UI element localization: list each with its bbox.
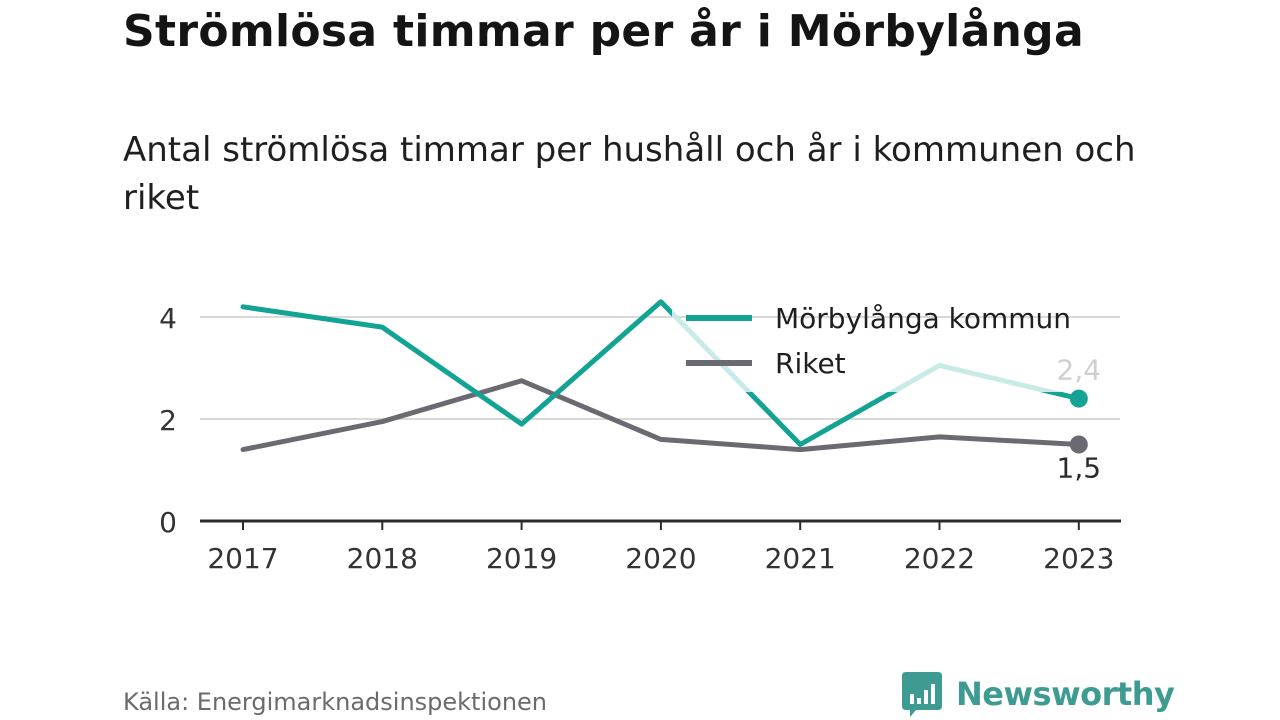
y-tick-label: 4 — [159, 302, 177, 335]
legend-label-riket: Riket — [775, 347, 846, 380]
y-tick-label: 2 — [159, 404, 177, 437]
series-endpoint-riket — [1069, 435, 1088, 454]
source-note: Källa: Energimarknadsinspektionen — [123, 688, 548, 716]
end-label-riket: 1,5 — [1057, 452, 1102, 485]
x-tick-label: 2017 — [207, 542, 278, 575]
end-label-morbylanga: 2,4 — [1057, 354, 1102, 387]
x-tick-label: 2018 — [347, 542, 418, 575]
chart-title: Strömlösa timmar per år i Mörbylånga — [123, 6, 1084, 57]
chart-subtitle: Antal strömlösa timmar per hushåll och å… — [123, 130, 1136, 218]
brand-logo: Newsworthy — [902, 670, 1175, 718]
series-line-riket — [240, 378, 1082, 453]
y-tick-label: 0 — [159, 506, 177, 539]
brand-name: Newsworthy — [956, 675, 1175, 713]
x-tick-label: 2020 — [625, 542, 696, 575]
x-tick-label: 2021 — [765, 542, 836, 575]
legend-label-morbylanga: Mörbylånga kommun — [775, 302, 1071, 335]
newsworthy-chart-icon — [902, 672, 942, 717]
series-endpoint-morbylanga — [1069, 389, 1088, 408]
x-tick-label: 2019 — [486, 542, 557, 575]
x-tick-label: 2023 — [1043, 542, 1114, 575]
x-tick-label: 2022 — [904, 542, 975, 575]
